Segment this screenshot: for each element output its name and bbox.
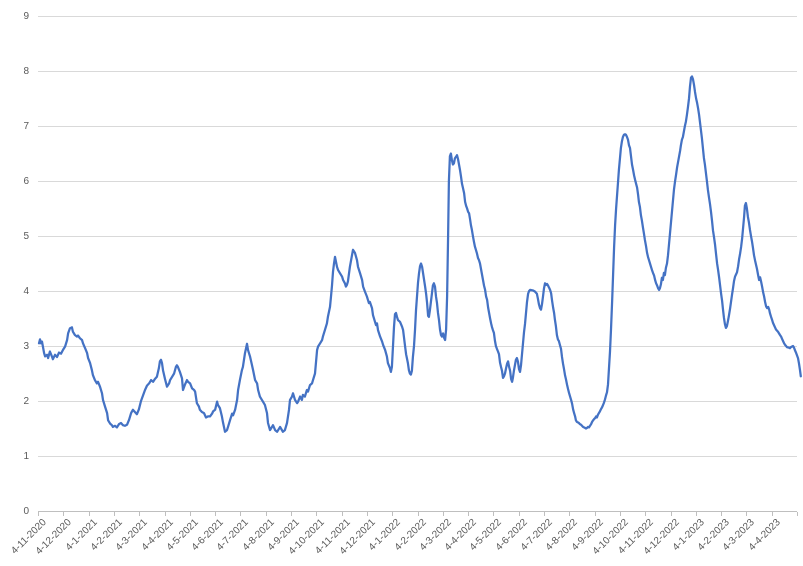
- y-tick-label: 2: [23, 396, 29, 407]
- y-tick-label: 8: [23, 66, 29, 77]
- y-tick-label: 4: [23, 286, 29, 297]
- data-series-line: [37, 75, 802, 433]
- y-tick-label: 7: [23, 121, 29, 132]
- y-tick-label: 0: [23, 506, 29, 517]
- y-tick-label: 3: [23, 341, 29, 352]
- y-tick-label: 6: [23, 176, 29, 187]
- y-tick-label: 9: [23, 11, 29, 22]
- y-tick-label: 5: [23, 231, 29, 242]
- y-tick-label: 1: [23, 451, 29, 462]
